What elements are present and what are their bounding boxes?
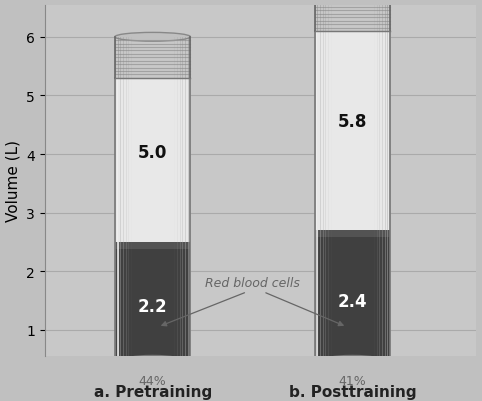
Text: 44%: 44% — [139, 374, 166, 387]
Text: 2.4: 2.4 — [337, 292, 367, 310]
Polygon shape — [315, 231, 390, 238]
Polygon shape — [115, 79, 190, 242]
Text: b. Posttraining: b. Posttraining — [289, 384, 416, 399]
Text: 41%: 41% — [338, 374, 366, 387]
Polygon shape — [115, 38, 190, 79]
Polygon shape — [315, 32, 390, 231]
Polygon shape — [115, 242, 190, 364]
Polygon shape — [315, 0, 390, 32]
Text: Red blood cells: Red blood cells — [205, 276, 300, 289]
Ellipse shape — [115, 356, 190, 372]
Ellipse shape — [315, 356, 390, 372]
Text: 5.8: 5.8 — [337, 112, 367, 130]
Ellipse shape — [115, 33, 190, 42]
Text: a. Pretraining: a. Pretraining — [94, 384, 212, 399]
Polygon shape — [315, 231, 390, 364]
Y-axis label: Volume (L): Volume (L) — [6, 140, 21, 222]
Text: 5.0: 5.0 — [138, 143, 167, 161]
Polygon shape — [115, 242, 190, 249]
Text: 2.2: 2.2 — [138, 298, 167, 316]
